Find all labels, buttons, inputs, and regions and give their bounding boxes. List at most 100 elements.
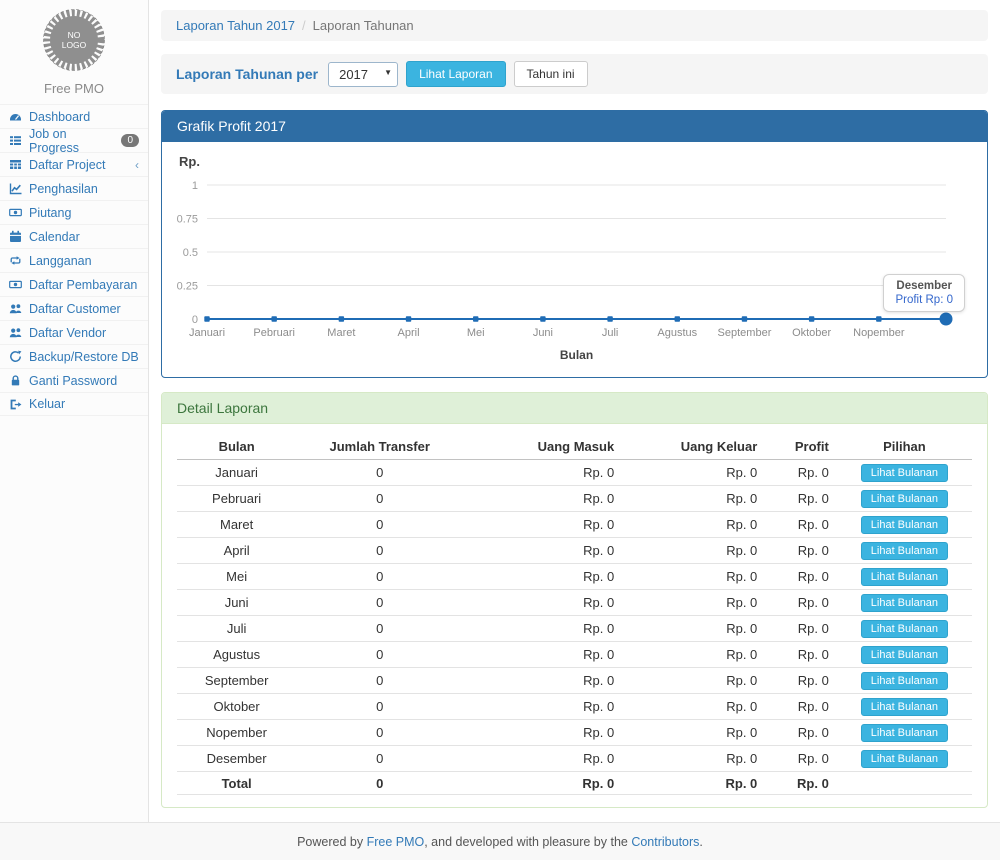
lihat-laporan-button[interactable]: Lihat Laporan: [406, 61, 505, 87]
tahun-ini-button[interactable]: Tahun ini: [514, 61, 588, 87]
cell-jumlah-transfer: 0: [296, 486, 463, 512]
footer-link-freepmo[interactable]: Free PMO: [367, 835, 425, 849]
cell-profit: Rp. 0: [765, 616, 837, 642]
cell-uang-keluar: Rp. 0: [622, 512, 765, 538]
filter-label: Laporan Tahunan per: [176, 66, 318, 82]
total-uang-masuk: Rp. 0: [463, 772, 622, 795]
money-icon: [9, 206, 22, 219]
job-count-badge: 0: [121, 134, 139, 147]
profit-line-chart: 00.250.50.751JanuariPebruariMaretAprilMe…: [177, 169, 972, 365]
lihat-bulanan-button[interactable]: Lihat Bulanan: [861, 750, 948, 768]
sidebar-item-label: Backup/Restore DB: [29, 350, 139, 364]
table-row: Maret 0 Rp. 0 Rp. 0 Rp. 0 Lihat Bulanan: [177, 512, 972, 538]
svg-text:1: 1: [192, 180, 198, 192]
lihat-bulanan-button[interactable]: Lihat Bulanan: [861, 516, 948, 534]
table-row: Juni 0 Rp. 0 Rp. 0 Rp. 0 Lihat Bulanan: [177, 590, 972, 616]
refresh-icon: [9, 350, 22, 363]
sidebar-item-daftar-customer[interactable]: Daftar Customer: [0, 296, 148, 320]
cell-uang-keluar: Rp. 0: [622, 746, 765, 772]
sidebar-item-dashboard[interactable]: Dashboard: [0, 104, 148, 128]
sidebar-item-daftar-project[interactable]: Daftar Project ‹: [0, 152, 148, 176]
total-profit: Rp. 0: [765, 772, 837, 795]
cell-bulan: Mei: [177, 564, 296, 590]
svg-text:Mei: Mei: [467, 327, 485, 339]
lihat-bulanan-button[interactable]: Lihat Bulanan: [861, 698, 948, 716]
svg-text:0.25: 0.25: [177, 281, 198, 293]
breadcrumb-separator: /: [302, 18, 306, 33]
retweet-icon: [9, 254, 22, 267]
cell-bulan: Juli: [177, 616, 296, 642]
sidebar-item-ganti-password[interactable]: Ganti Password: [0, 368, 148, 392]
lihat-bulanan-button[interactable]: Lihat Bulanan: [861, 594, 948, 612]
cell-uang-keluar: Rp. 0: [622, 642, 765, 668]
col-jumlah-transfer: Jumlah Transfer: [296, 434, 463, 460]
users-icon: [9, 302, 22, 315]
lihat-bulanan-button[interactable]: Lihat Bulanan: [861, 646, 948, 664]
lihat-bulanan-button[interactable]: Lihat Bulanan: [861, 724, 948, 742]
cell-bulan: Januari: [177, 460, 296, 486]
lihat-bulanan-button[interactable]: Lihat Bulanan: [861, 672, 948, 690]
cell-uang-masuk: Rp. 0: [463, 746, 622, 772]
footer-text: , and developed with pleasure by the: [424, 835, 631, 849]
sidebar-item-label: Calendar: [29, 230, 80, 244]
report-filter-bar: Laporan Tahunan per 2017 ▼ Lihat Laporan…: [161, 54, 988, 94]
cell-profit: Rp. 0: [765, 668, 837, 694]
cell-uang-keluar: Rp. 0: [622, 538, 765, 564]
cell-uang-masuk: Rp. 0: [463, 538, 622, 564]
sidebar-item-penghasilan[interactable]: Penghasilan: [0, 176, 148, 200]
table-row: Nopember 0 Rp. 0 Rp. 0 Rp. 0 Lihat Bulan…: [177, 720, 972, 746]
main-content: Laporan Tahun 2017/Laporan Tahunan Lapor…: [149, 0, 1000, 822]
cell-uang-masuk: Rp. 0: [463, 460, 622, 486]
cell-uang-masuk: Rp. 0: [463, 486, 622, 512]
no-logo-icon: NO LOGO: [43, 9, 105, 71]
cell-profit: Rp. 0: [765, 590, 837, 616]
sidebar-item-daftar-pembayaran[interactable]: Daftar Pembayaran: [0, 272, 148, 296]
calendar-icon: [9, 230, 22, 243]
sidebar-item-daftar-vendor[interactable]: Daftar Vendor: [0, 320, 148, 344]
table-row: September 0 Rp. 0 Rp. 0 Rp. 0 Lihat Bula…: [177, 668, 972, 694]
sidebar-item-calendar[interactable]: Calendar: [0, 224, 148, 248]
cell-profit: Rp. 0: [765, 720, 837, 746]
cell-bulan: Nopember: [177, 720, 296, 746]
year-select[interactable]: 2017: [328, 62, 398, 87]
sign-out-icon: [9, 398, 22, 411]
breadcrumb-link-laporan-tahun[interactable]: Laporan Tahun 2017: [176, 18, 295, 33]
detail-laporan-panel: Detail Laporan Bulan Jumlah Transfer Uan…: [161, 392, 988, 808]
lihat-bulanan-button[interactable]: Lihat Bulanan: [861, 568, 948, 586]
cell-jumlah-transfer: 0: [296, 642, 463, 668]
cell-jumlah-transfer: 0: [296, 590, 463, 616]
cell-bulan: Oktober: [177, 694, 296, 720]
sidebar-item-job-on-progress[interactable]: Job on Progress 0: [0, 128, 148, 152]
cell-uang-masuk: Rp. 0: [463, 668, 622, 694]
footer-text: .: [699, 835, 702, 849]
sidebar-item-piutang[interactable]: Piutang: [0, 200, 148, 224]
cell-uang-keluar: Rp. 0: [622, 460, 765, 486]
svg-text:LOGO: LOGO: [62, 40, 87, 50]
table-row: Juli 0 Rp. 0 Rp. 0 Rp. 0 Lihat Bulanan: [177, 616, 972, 642]
lock-icon: [9, 374, 22, 387]
sidebar-item-langganan[interactable]: Langganan: [0, 248, 148, 272]
cell-jumlah-transfer: 0: [296, 746, 463, 772]
svg-text:Juni: Juni: [533, 327, 553, 339]
svg-text:0.5: 0.5: [183, 247, 198, 259]
lihat-bulanan-button[interactable]: Lihat Bulanan: [861, 464, 948, 482]
cell-bulan: Agustus: [177, 642, 296, 668]
lihat-bulanan-button[interactable]: Lihat Bulanan: [861, 542, 948, 560]
svg-text:Bulan: Bulan: [560, 348, 593, 362]
lihat-bulanan-button[interactable]: Lihat Bulanan: [861, 620, 948, 638]
cell-jumlah-transfer: 0: [296, 616, 463, 642]
table-row: Oktober 0 Rp. 0 Rp. 0 Rp. 0 Lihat Bulana…: [177, 694, 972, 720]
sidebar-item-keluar[interactable]: Keluar: [0, 392, 148, 416]
sidebar-item-backup-restore[interactable]: Backup/Restore DB: [0, 344, 148, 368]
chart-tooltip-value: Profit Rp: 0: [895, 294, 953, 306]
sidebar-item-label: Daftar Vendor: [29, 326, 106, 340]
logo-area: NO LOGO Free PMO: [0, 0, 148, 104]
breadcrumb: Laporan Tahun 2017/Laporan Tahunan: [161, 10, 988, 41]
footer-link-contributors[interactable]: Contributors: [631, 835, 699, 849]
cell-uang-masuk: Rp. 0: [463, 642, 622, 668]
sidebar-item-label: Piutang: [29, 206, 71, 220]
sidebar-menu: Dashboard Job on Progress 0 Daftar Proje…: [0, 104, 148, 416]
money-icon: [9, 278, 22, 291]
table-row: Agustus 0 Rp. 0 Rp. 0 Rp. 0 Lihat Bulana…: [177, 642, 972, 668]
lihat-bulanan-button[interactable]: Lihat Bulanan: [861, 490, 948, 508]
